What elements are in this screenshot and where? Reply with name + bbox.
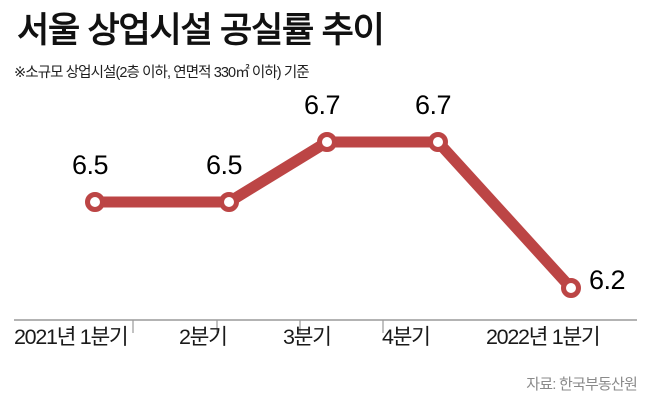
x-axis-label-1: 2분기 bbox=[179, 325, 228, 349]
data-point-marker-3 bbox=[428, 132, 448, 152]
data-label-3: 6.7 bbox=[415, 90, 452, 120]
data-label-0: 6.5 bbox=[72, 150, 109, 180]
data-point-markers bbox=[85, 132, 581, 298]
x-axis-label-3: 4분기 bbox=[382, 325, 431, 349]
data-point-marker-0 bbox=[85, 192, 105, 212]
chart-subtitle-note: ※소규모 상업시설(2층 이하, 연면적 330㎡ 이하) 기준 bbox=[14, 65, 310, 81]
data-point-marker-1 bbox=[219, 192, 239, 212]
source-attribution: 자료: 한국부동산원 bbox=[526, 376, 638, 393]
x-axis-label-4: 2022년 1분기 bbox=[486, 325, 601, 349]
data-series-line bbox=[89, 136, 577, 294]
data-point-marker-2 bbox=[317, 132, 337, 152]
data-label-4: 6.2 bbox=[589, 265, 626, 295]
data-label-2: 6.7 bbox=[304, 90, 341, 120]
x-axis-label-0: 2021년 1분기 bbox=[14, 325, 129, 349]
data-label-1: 6.5 bbox=[206, 150, 243, 180]
data-point-marker-4 bbox=[561, 278, 581, 298]
chart-axis bbox=[14, 319, 637, 333]
page-title: 서울 상업시설 공실률 추이 bbox=[17, 11, 385, 50]
x-axis-label-2: 3분기 bbox=[283, 325, 332, 349]
